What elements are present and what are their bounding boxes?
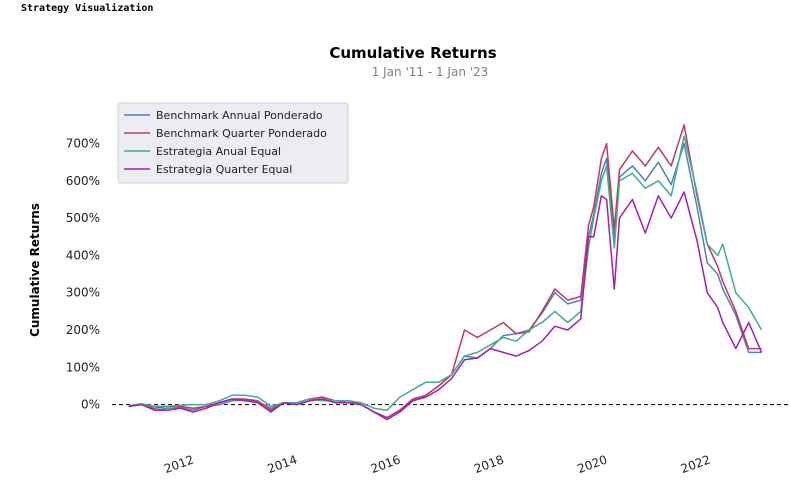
legend-label: Benchmark Quarter Ponderado xyxy=(156,127,327,140)
y-tick-label: 200% xyxy=(66,323,100,337)
y-tick-label: 400% xyxy=(66,248,100,262)
legend-box xyxy=(117,102,349,184)
legend-label: Benchmark Annual Ponderado xyxy=(156,109,323,122)
x-tick-label: 2014 xyxy=(266,452,299,476)
y-axis-label: Cumulative Returns xyxy=(28,203,42,337)
series-line-4 xyxy=(128,191,763,421)
y-tick-label: 600% xyxy=(66,174,100,188)
x-tick-label: 2016 xyxy=(369,452,402,476)
legend-label: Estrategia Anual Equal xyxy=(156,145,281,158)
legend-label: Estrategia Quarter Equal xyxy=(156,163,292,176)
x-tick-label: 2022 xyxy=(679,452,712,476)
y-axis-ticks: 0% 100% 200% 300% 400% 500% 600% 700% xyxy=(66,137,100,412)
series-line-1 xyxy=(128,142,762,419)
x-tick-label: 2018 xyxy=(472,452,505,476)
x-tick-label: 2012 xyxy=(162,452,195,476)
y-tick-label: 300% xyxy=(66,286,100,300)
series-line-2 xyxy=(128,124,762,419)
y-tick-label: 500% xyxy=(66,211,100,225)
y-tick-label: 700% xyxy=(66,137,100,151)
chart-title: Cumulative Returns xyxy=(329,44,496,62)
chart-subtitle: 1 Jan '11 - 1 Jan '23 xyxy=(372,65,489,79)
legend: Benchmark Annual Ponderado Benchmark Quar… xyxy=(117,102,349,184)
x-axis-ticks: 2012 2014 2016 2018 2020 2022 xyxy=(162,452,712,476)
y-tick-label: 100% xyxy=(66,360,100,374)
series-line-3 xyxy=(128,135,763,411)
x-tick-label: 2020 xyxy=(576,452,609,476)
app-title: Strategy Visualization xyxy=(21,3,154,14)
y-tick-label: 0% xyxy=(81,398,100,412)
series-lines xyxy=(128,124,763,421)
